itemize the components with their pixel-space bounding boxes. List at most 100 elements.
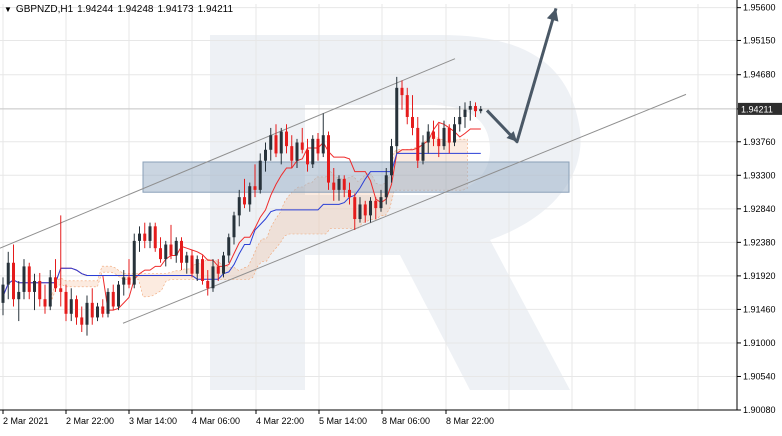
candle-body xyxy=(75,299,78,318)
candle-body xyxy=(332,182,336,190)
chart-header: ▼ GBPNZD,H1 1.94244 1.94248 1.94173 1.94… xyxy=(4,4,233,15)
candle-body xyxy=(290,146,294,161)
candle-body xyxy=(174,240,178,256)
x-tick-label: 4 Mar 22:00 xyxy=(256,416,304,426)
candle-body xyxy=(269,135,273,150)
y-tick-label: 1.91000 xyxy=(743,338,776,348)
candle-body xyxy=(264,149,267,161)
candle-body xyxy=(285,131,288,147)
x-tick-label: 3 Mar 14:00 xyxy=(129,416,177,426)
candle-body xyxy=(405,95,409,117)
current-price-tag xyxy=(738,102,782,115)
candle-body xyxy=(101,306,105,314)
candle-body xyxy=(300,142,304,150)
candle-body xyxy=(369,200,372,216)
candle-body xyxy=(111,291,115,307)
channel-lower-line xyxy=(122,93,687,324)
ohlc-low: 1.94173 xyxy=(157,4,194,15)
candle-body xyxy=(148,226,152,241)
candle-body xyxy=(143,233,147,241)
indicator-lines xyxy=(2,121,481,311)
candle-body xyxy=(64,291,68,314)
candle-body xyxy=(248,186,252,205)
candle-body xyxy=(384,175,388,198)
symbol-timeframe: GBPNZD,H1 xyxy=(15,4,74,15)
x-tick-label: 2 Mar 22:00 xyxy=(66,416,114,426)
forecast-arrow xyxy=(485,7,559,144)
candle-body xyxy=(421,142,425,161)
current-price-label: 1.94211 xyxy=(741,104,773,114)
candle-body xyxy=(363,204,367,216)
candle-body xyxy=(374,200,378,209)
candle-body xyxy=(43,299,47,307)
candle-body xyxy=(379,197,383,209)
x-tick-label: 8 Mar 06:00 xyxy=(382,416,430,426)
candle-body xyxy=(17,291,21,300)
candle-body xyxy=(190,255,194,274)
candle-body xyxy=(390,146,393,176)
y-tick-label: 1.90080 xyxy=(743,405,776,415)
candle-body xyxy=(479,108,483,112)
y-tick-label: 1.95600 xyxy=(743,3,776,13)
candle-body xyxy=(337,178,341,190)
candle-body xyxy=(80,317,84,325)
candle-body xyxy=(22,266,26,292)
candle-body xyxy=(316,138,320,154)
candle-body xyxy=(38,280,42,300)
candle-body xyxy=(258,160,262,190)
y-tick-label: 1.91460 xyxy=(743,304,776,314)
ohlc-high: 1.94248 xyxy=(117,4,154,15)
candle-body xyxy=(468,106,472,110)
candle-body xyxy=(253,186,257,190)
candle-body xyxy=(85,302,89,325)
y-tick-label: 1.94680 xyxy=(743,70,776,80)
y-tick-label: 1.91920 xyxy=(743,271,776,281)
candle-body xyxy=(432,131,435,139)
candle-body xyxy=(463,109,467,117)
candle-body xyxy=(442,127,446,147)
candle-body xyxy=(279,131,283,154)
candle-body xyxy=(206,280,210,289)
zone-rect xyxy=(142,161,570,193)
candle-body xyxy=(274,135,278,154)
candle-body xyxy=(447,127,451,143)
candle-body xyxy=(127,277,131,285)
candle-body xyxy=(180,240,183,263)
candle-body xyxy=(122,277,126,285)
candle-body xyxy=(54,277,57,289)
ohlc-open: 1.94244 xyxy=(77,4,114,15)
x-tick-label: 5 Mar 14:00 xyxy=(319,416,367,426)
y-tick-label: 1.92380 xyxy=(743,237,776,247)
trend-channel xyxy=(0,58,687,324)
candle-body xyxy=(48,277,52,307)
arrow-path xyxy=(485,7,558,144)
axes: 1.95600 1.95150 1.94680 1.93760 1.93300 1.928… xyxy=(0,0,782,426)
candle-body xyxy=(243,197,246,205)
kijun-line xyxy=(2,152,481,297)
candle-body xyxy=(426,131,430,143)
candle-body xyxy=(400,87,404,96)
candle-body xyxy=(353,197,357,220)
candle-body xyxy=(458,116,462,125)
y-tick-label: 1.95150 xyxy=(743,35,776,45)
candle-body xyxy=(395,87,399,147)
candle-body xyxy=(33,280,36,292)
candle-body xyxy=(222,255,225,274)
candle-body xyxy=(211,266,215,289)
y-tick-label: 1.93760 xyxy=(743,137,776,147)
x-tick-label: 8 Mar 22:00 xyxy=(446,416,494,426)
candlestick-series xyxy=(1,76,483,336)
dropdown-triangle-icon[interactable]: ▼ xyxy=(4,5,12,14)
candle-body xyxy=(59,288,63,292)
y-tick-label: 1.92840 xyxy=(743,204,776,214)
support-zone xyxy=(142,161,570,193)
candle-body xyxy=(227,237,231,256)
candle-body xyxy=(153,226,157,249)
candle-body xyxy=(169,244,173,256)
ohlc-close: 1.94211 xyxy=(197,4,234,15)
candle-body xyxy=(195,259,199,274)
candle-body xyxy=(321,135,325,154)
x-tick-label: 2 Mar 2021 xyxy=(3,416,49,426)
